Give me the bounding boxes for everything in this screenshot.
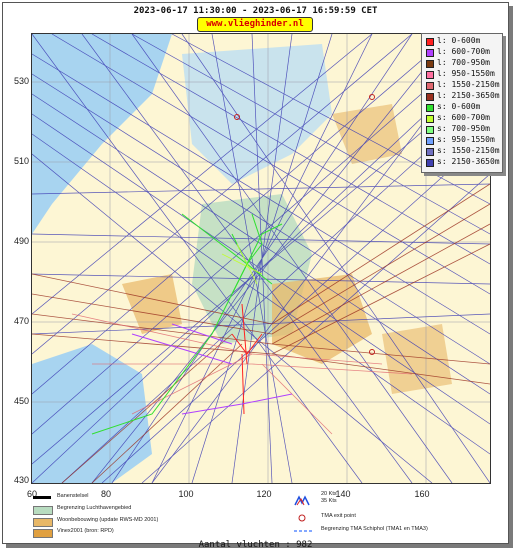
legend-item: s: 700-950m (426, 124, 502, 135)
housing-area (122, 274, 182, 334)
tracks-landing-high (32, 183, 490, 483)
legend-swatch (426, 60, 434, 68)
legend-swatch (426, 71, 434, 79)
x-tick-label: 80 (100, 489, 111, 499)
flight-count: Aantal vluchten : 982 (198, 540, 313, 550)
legend-label: s: 1550-2150m (437, 146, 500, 155)
legend-swatch (426, 93, 434, 101)
boundary-key-label: Begrenzing Luchthavengebied (57, 505, 132, 511)
water-body-northwest (32, 34, 172, 234)
boundary-key: Begrenzing Luchthavengebied (33, 505, 233, 515)
vinex-swatch (33, 529, 53, 538)
tma-boundary-key-label: Begrenzing TMA Schiphol (TMA1 en TMA3) (321, 526, 428, 532)
legend-swatch (426, 137, 434, 145)
x-tick-label: 100 (178, 489, 194, 499)
tma-exit-key-label: TMA exit point (321, 513, 356, 519)
legend-swatch (426, 126, 434, 134)
legend-swatch (426, 104, 434, 112)
legend-item: l: 700-950m (426, 58, 502, 69)
x-tick-label: 60 (26, 489, 37, 499)
map-canvas (32, 34, 490, 483)
vinex-key-label: Vinex2001 (bron: RPD) (57, 528, 114, 534)
y-tick-label: 470 (13, 316, 29, 326)
housing-area (382, 324, 452, 394)
x-tick-label: 140 (335, 489, 351, 499)
map-key: Banenstelsel Begrenzing Luchthavengebied… (33, 491, 493, 541)
flight-track-map[interactable] (31, 33, 491, 484)
wind-key: 20 Kts 35 Kts (293, 491, 353, 506)
legend-item: s: 600-700m (426, 113, 502, 124)
legend-swatch (426, 38, 434, 46)
legend-item: s: 0-600m (426, 102, 502, 113)
tma-boundary-key: Begrenzing TMA Schiphol (TMA1 en TMA3) (293, 526, 493, 536)
altitude-legend: l: 0-600m l: 600-700m l: 700-950m l: 950… (421, 33, 503, 173)
tma-exit-key: TMA exit point (293, 513, 493, 523)
x-tick-label: 160 (414, 489, 430, 499)
legend-label: l: 2150-3650m (437, 91, 500, 100)
legend-item: l: 0-600m (426, 36, 502, 47)
y-tick-label: 530 (13, 76, 29, 86)
tma-exit-icon (298, 514, 306, 522)
y-tick-label: 450 (13, 396, 29, 406)
tracks-landing-600 (131, 323, 293, 415)
legend-label: l: 1550-2150m (437, 80, 500, 89)
legend-label: l: 600-700m (437, 47, 490, 56)
lake-center (182, 44, 332, 184)
x-tick-label: 120 (256, 489, 272, 499)
housing-swatch (33, 518, 53, 527)
housing-area (332, 104, 402, 164)
runway-key: Banenstelsel (33, 493, 233, 503)
legend-swatch (426, 82, 434, 90)
legend-item: s: 2150-3650m (426, 157, 502, 168)
legend-label: l: 950-1550m (437, 69, 495, 78)
vinex-key: Vinex2001 (bron: RPD) (33, 528, 233, 538)
tma-exit-points (234, 94, 375, 355)
legend-label: s: 600-700m (437, 113, 490, 122)
runway-key-label: Banenstelsel (57, 493, 89, 499)
tma-boundary-line-icon (294, 530, 314, 532)
legend-label: s: 0-600m (437, 102, 481, 111)
water-body-southwest (32, 344, 152, 483)
legend-label: s: 2150-3650m (437, 157, 500, 166)
legend-item: l: 600-700m (426, 47, 502, 58)
legend-item: l: 1550-2150m (426, 80, 502, 91)
legend-label: l: 0-600m (437, 36, 481, 45)
tracks-start-600 (221, 243, 263, 285)
housing-key: Woonbebouwing (update RWS-MD 2001) (33, 517, 233, 527)
site-badge[interactable]: www.vlieghinder.nl (197, 17, 313, 32)
legend-item: l: 2150-3650m (426, 91, 502, 102)
wind-arrow-icon (294, 495, 310, 506)
y-tick-label: 490 (13, 236, 29, 246)
legend-item: s: 950-1550m (426, 135, 502, 146)
y-tick-label: 510 (13, 156, 29, 166)
legend-swatch (426, 148, 434, 156)
legend-label: s: 950-1550m (437, 135, 495, 144)
wind-strong-label: 20 Kts (321, 491, 337, 497)
time-range-title: 2023-06-17 11:30:00 - 2023-06-17 16:59:5… (133, 6, 378, 16)
legend-label: l: 700-950m (437, 58, 490, 67)
runway-swatch (33, 496, 51, 499)
legend-swatch (426, 49, 434, 57)
legend-swatch (426, 159, 434, 167)
boundary-swatch (33, 506, 53, 515)
legend-swatch (426, 115, 434, 123)
legend-item: s: 1550-2150m (426, 146, 502, 157)
legend-item: l: 950-1550m (426, 69, 502, 80)
legend-label: s: 700-950m (437, 124, 490, 133)
tracks-start-low (91, 213, 283, 435)
wind-weak-label: 35 Kts (321, 498, 337, 504)
y-tick-label: 430 (13, 475, 29, 485)
housing-key-label: Woonbebouwing (update RWS-MD 2001) (57, 517, 159, 523)
